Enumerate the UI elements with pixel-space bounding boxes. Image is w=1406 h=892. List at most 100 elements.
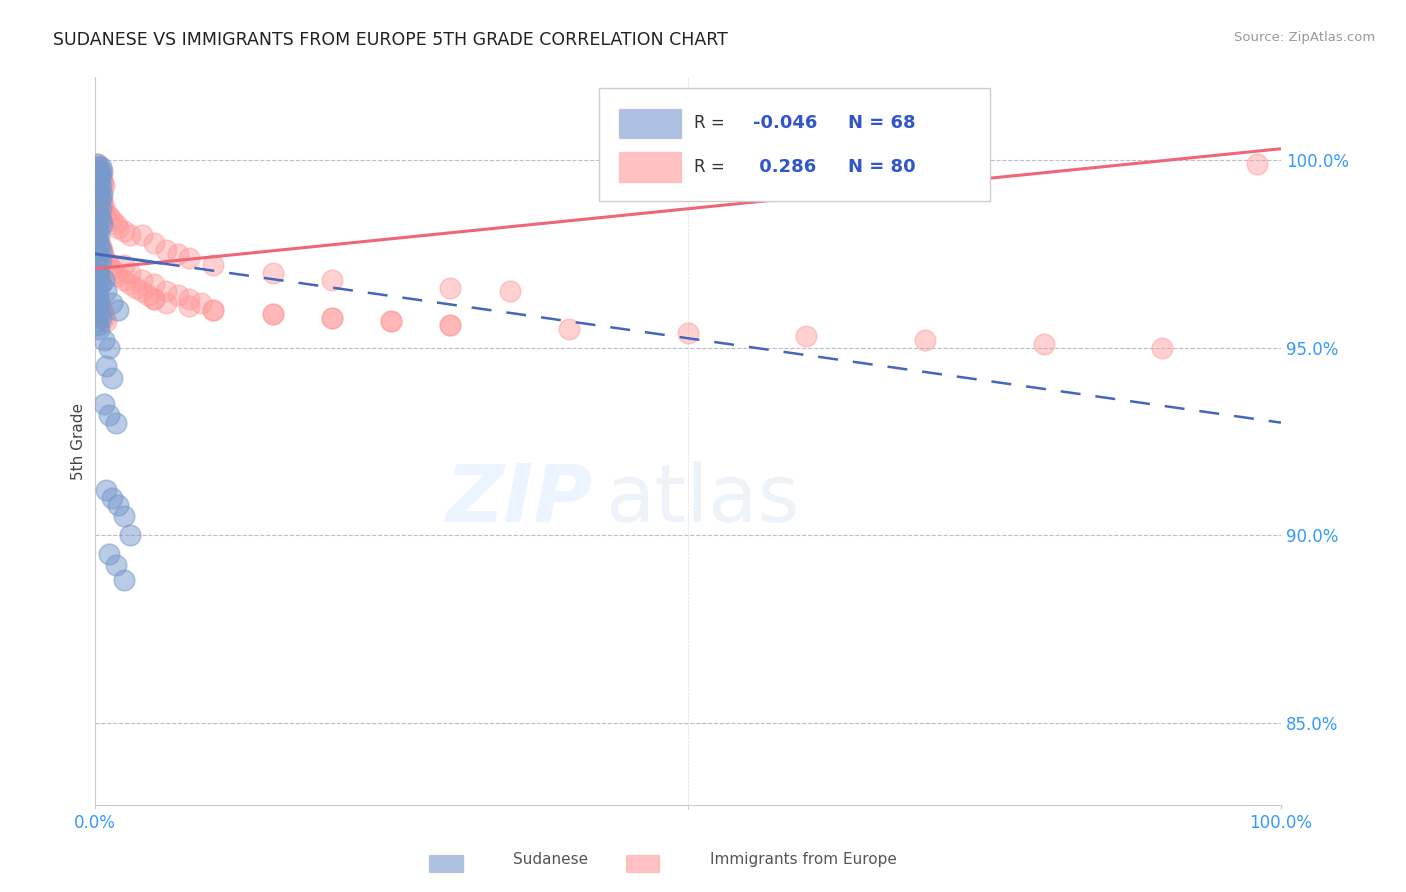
Point <box>89 277 111 291</box>
Point <box>89 239 111 253</box>
Point <box>131 273 153 287</box>
Point <box>380 314 402 328</box>
Point <box>120 227 142 242</box>
Point <box>166 247 188 261</box>
Point <box>439 318 461 332</box>
Point <box>89 168 111 182</box>
Point <box>321 310 343 325</box>
Point <box>796 329 818 343</box>
Point <box>86 220 108 235</box>
Point <box>131 227 153 242</box>
Point <box>914 333 936 347</box>
Point <box>142 292 165 306</box>
Point <box>96 483 118 498</box>
Point <box>89 171 111 186</box>
Point <box>87 247 110 261</box>
Point <box>93 251 115 265</box>
Point <box>89 307 111 321</box>
Point <box>262 266 284 280</box>
Point <box>89 299 111 313</box>
Point <box>87 161 110 175</box>
Point <box>87 292 110 306</box>
Point <box>97 258 120 272</box>
Point <box>97 341 120 355</box>
Point <box>89 251 111 265</box>
Text: 0.286: 0.286 <box>754 158 817 176</box>
Point <box>107 220 129 235</box>
Point <box>87 168 110 182</box>
Point <box>89 190 111 204</box>
Point <box>101 370 124 384</box>
Point <box>90 243 112 257</box>
Point <box>87 224 110 238</box>
Point <box>1246 157 1268 171</box>
Bar <box>619 109 681 138</box>
Point <box>87 261 110 276</box>
Point <box>155 295 177 310</box>
Point <box>89 209 111 223</box>
Point <box>87 161 110 175</box>
Point <box>87 183 110 197</box>
Text: Sudanese: Sudanese <box>513 852 588 867</box>
Point <box>91 307 114 321</box>
Point <box>558 322 581 336</box>
Point <box>93 333 115 347</box>
Point <box>112 509 135 524</box>
Point <box>166 288 188 302</box>
Point <box>87 303 110 318</box>
Point <box>87 183 110 197</box>
Point <box>89 202 111 216</box>
Text: R =: R = <box>693 158 724 176</box>
Point <box>101 295 124 310</box>
Point <box>89 227 111 242</box>
Point <box>89 164 111 178</box>
Point <box>89 273 111 287</box>
Point <box>93 179 115 194</box>
Point <box>86 299 108 313</box>
Bar <box>619 153 681 182</box>
Point <box>112 573 135 587</box>
Point <box>96 205 118 219</box>
Point <box>190 295 212 310</box>
Point <box>96 359 118 374</box>
Point <box>89 213 111 227</box>
Point <box>89 295 111 310</box>
Text: Source: ZipAtlas.com: Source: ZipAtlas.com <box>1234 31 1375 45</box>
Point <box>89 168 111 182</box>
Point <box>91 176 114 190</box>
Point <box>93 397 115 411</box>
Point <box>202 258 225 272</box>
Point <box>101 261 124 276</box>
Point <box>86 314 108 328</box>
Point <box>93 310 115 325</box>
Point <box>104 217 127 231</box>
Point <box>439 280 461 294</box>
Point <box>104 416 127 430</box>
Point <box>97 209 120 223</box>
Text: R =: R = <box>693 114 724 132</box>
Point <box>179 299 201 313</box>
Point <box>179 292 201 306</box>
Point <box>120 528 142 542</box>
Point <box>131 285 153 299</box>
Text: -0.046: -0.046 <box>754 114 817 132</box>
Point <box>90 186 112 201</box>
Point <box>91 198 114 212</box>
Point <box>90 194 112 209</box>
Point <box>96 285 118 299</box>
Point <box>104 266 127 280</box>
Point <box>89 176 111 190</box>
Point <box>107 498 129 512</box>
Point <box>101 491 124 505</box>
Point <box>97 547 120 561</box>
Point <box>89 254 111 268</box>
Point <box>90 171 112 186</box>
Point <box>86 258 108 272</box>
Point <box>380 314 402 328</box>
Point <box>112 273 135 287</box>
Point <box>120 277 142 291</box>
Point <box>90 164 112 178</box>
Point <box>86 157 108 171</box>
Point <box>93 202 115 216</box>
Point <box>1152 341 1174 355</box>
